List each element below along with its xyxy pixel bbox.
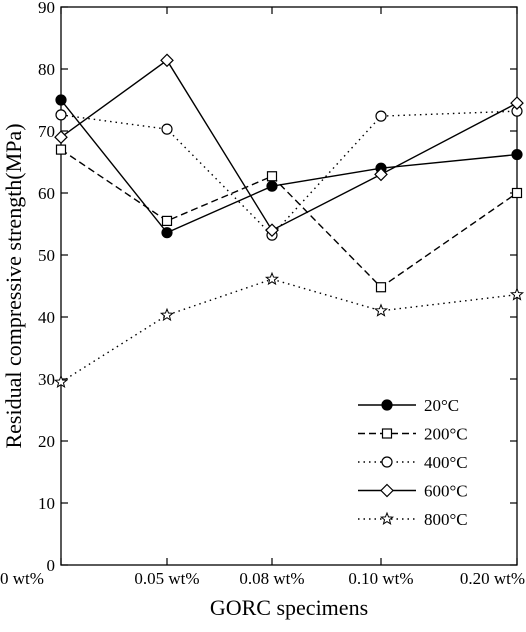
data-point-s0-4 [511,148,523,161]
series-layer [61,59,517,383]
data-point-s4-4 [509,287,525,301]
y-tick-label: 50 [38,246,55,265]
y-tick-label: 60 [38,184,55,203]
data-point-s3-1 [160,53,174,68]
data-point-s2-0 [55,109,67,121]
y-axis-title: Residual compressive strength(MPa) [1,123,26,448]
legend-marker-4 [379,511,395,525]
series-line-3 [61,59,517,232]
data-point-s2-3 [375,110,387,122]
series-line-1 [61,149,517,289]
data-point-s0-0 [55,94,67,106]
data-point-s0-1 [161,227,173,239]
data-point-s3-3 [374,167,388,182]
x-tick-label: 0.08 wt% [239,569,304,588]
data-point-s1-4 [511,187,523,199]
data-point-s2-1 [161,123,173,135]
data-point-s4-1 [159,307,175,322]
y-tick-label: 30 [38,370,55,389]
x-axis-title: GORC specimens [210,595,368,620]
data-point-s3-2 [265,223,279,238]
legend-label-3: 600°C [424,482,468,501]
legend-marker-2 [381,456,393,468]
data-point-s1-0 [55,144,67,155]
legend: 20°C 200°C 400°C 600°C 800°C [358,396,468,529]
plot-frame [60,6,518,566]
legend-label-1: 200°C [424,425,468,444]
x-tick-label: 0.20 wt% [460,569,525,588]
x-tick-label: 0.05 wt% [134,569,199,588]
y-tick-labels: 0 10 20 30 40 50 60 70 80 90 [38,0,55,575]
legend-label-4: 800°C [424,510,468,529]
data-point-s3-4 [510,96,524,110]
marker-layer [53,53,525,389]
series-line-0 [61,99,517,234]
series-line-2 [61,110,517,237]
legend-marker-3 [380,483,394,498]
x-tick-labels: 0 wt% 0.05 wt% 0.08 wt% 0.10 wt% 0.20 wt% [0,569,525,588]
axis-ticks [60,6,518,566]
x-tick-label: 0 wt% [0,569,44,588]
y-tick-label: 90 [38,0,55,17]
data-point-s4-2 [264,271,280,286]
data-point-s4-3 [373,303,389,317]
data-point-s4-0 [53,374,69,389]
data-point-s1-1 [161,215,173,226]
y-tick-label: 10 [38,494,55,513]
data-point-s0-2 [266,180,278,192]
x-tick-label: 0.10 wt% [348,569,413,588]
series-line-4 [61,278,517,383]
legend-label-2: 400°C [424,453,468,472]
y-tick-label: 40 [38,308,55,327]
y-tick-label: 0 [47,556,56,575]
legend-marker-0 [381,399,393,411]
legend-label-0: 20°C [424,396,459,415]
data-point-s1-2 [266,171,278,182]
data-point-s1-3 [375,282,387,293]
y-tick-label: 70 [38,122,55,141]
y-tick-label: 20 [38,432,55,451]
y-tick-label: 80 [38,60,55,79]
data-point-s3-0 [54,130,68,145]
legend-marker-1 [381,428,393,439]
